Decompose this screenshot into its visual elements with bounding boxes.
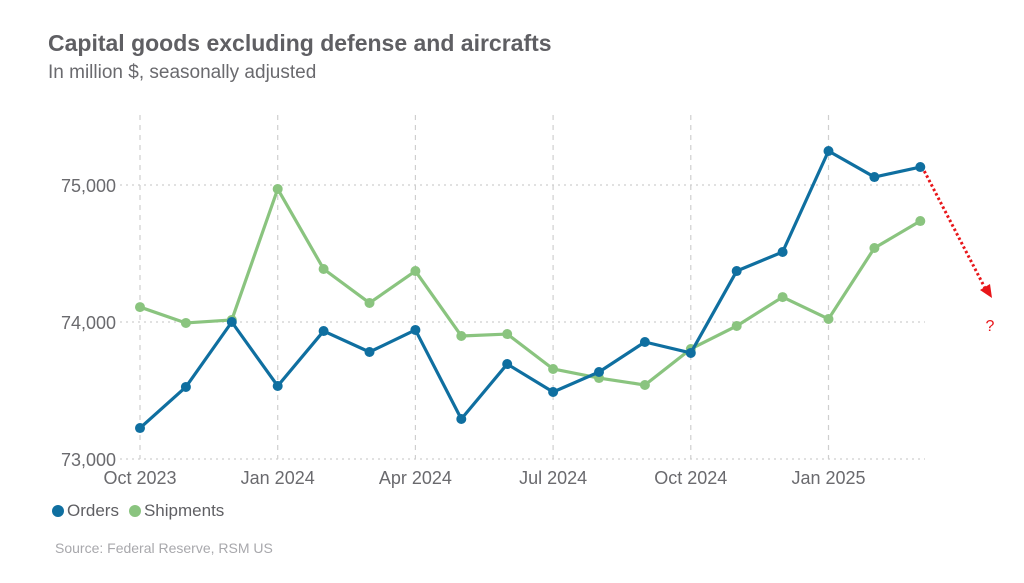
annotation-arrow-shaft	[922, 170, 988, 291]
legend-item-shipments: Shipments	[128, 501, 225, 521]
data-point-orders	[915, 162, 926, 173]
source-note: Source: Federal Reserve, RSM US	[55, 540, 273, 556]
x-tick-label: Apr 2024	[379, 468, 452, 488]
x-tick-label: Oct 2024	[654, 468, 727, 488]
legend-marker-shipments	[128, 505, 141, 517]
series-line-shipments	[139, 187, 922, 387]
y-tick-label: 74,000	[61, 313, 116, 333]
data-point-orders	[318, 326, 329, 337]
x-tick-label: Jan 2025	[791, 468, 865, 488]
data-point-orders	[272, 380, 283, 391]
legend-label-orders: Orders	[67, 501, 119, 520]
data-point-orders	[777, 246, 788, 257]
data-point-shipments	[364, 297, 375, 308]
legend-marker-orders	[52, 505, 64, 517]
data-point-orders	[456, 413, 467, 424]
annotation-arrowhead	[980, 284, 992, 298]
data-point-orders	[548, 387, 559, 398]
data-point-orders	[135, 423, 145, 434]
annotation-question-mark: ?	[986, 318, 995, 335]
data-point-shipments	[823, 313, 834, 324]
legend: Orders Shipments	[52, 501, 224, 521]
data-point-shipments	[777, 292, 788, 303]
data-point-shipments	[639, 380, 650, 391]
data-point-orders	[410, 324, 421, 335]
data-point-shipments	[731, 320, 742, 331]
data-point-shipments	[180, 317, 191, 328]
chart-subtitle: In million $, seasonally adjusted	[48, 62, 317, 83]
data-point-shipments	[272, 183, 283, 194]
data-point-shipments	[915, 216, 926, 227]
data-point-shipments	[502, 329, 513, 340]
data-point-shipments	[456, 330, 467, 341]
legend-label-shipments: Shipments	[143, 501, 225, 520]
y-tick-label: 75,000	[61, 176, 116, 196]
data-point-orders	[823, 146, 834, 157]
data-point-orders	[364, 347, 375, 358]
data-point-orders	[731, 266, 742, 277]
x-tick-label: Jul 2024	[519, 468, 587, 488]
data-point-orders	[502, 359, 513, 370]
data-point-orders	[639, 337, 650, 348]
data-point-shipments	[135, 302, 145, 313]
x-tick-label: Jan 2024	[241, 468, 315, 488]
legend-item-orders: Orders	[52, 501, 119, 521]
data-point-shipments	[869, 243, 880, 254]
data-point-shipments	[318, 263, 329, 274]
chart-title: Capital goods excluding defense and airc…	[48, 30, 552, 56]
data-point-orders	[180, 381, 191, 392]
data-point-orders	[685, 347, 696, 358]
data-point-shipments	[548, 363, 559, 374]
data-point-orders	[594, 367, 604, 378]
data-point-orders	[869, 172, 880, 183]
data-point-orders	[226, 317, 237, 327]
series-line-orders	[138, 149, 921, 430]
data-point-shipments	[410, 266, 421, 277]
x-tick-label: Oct 2023	[103, 468, 176, 488]
y-tick-label: 73,000	[61, 450, 116, 470]
